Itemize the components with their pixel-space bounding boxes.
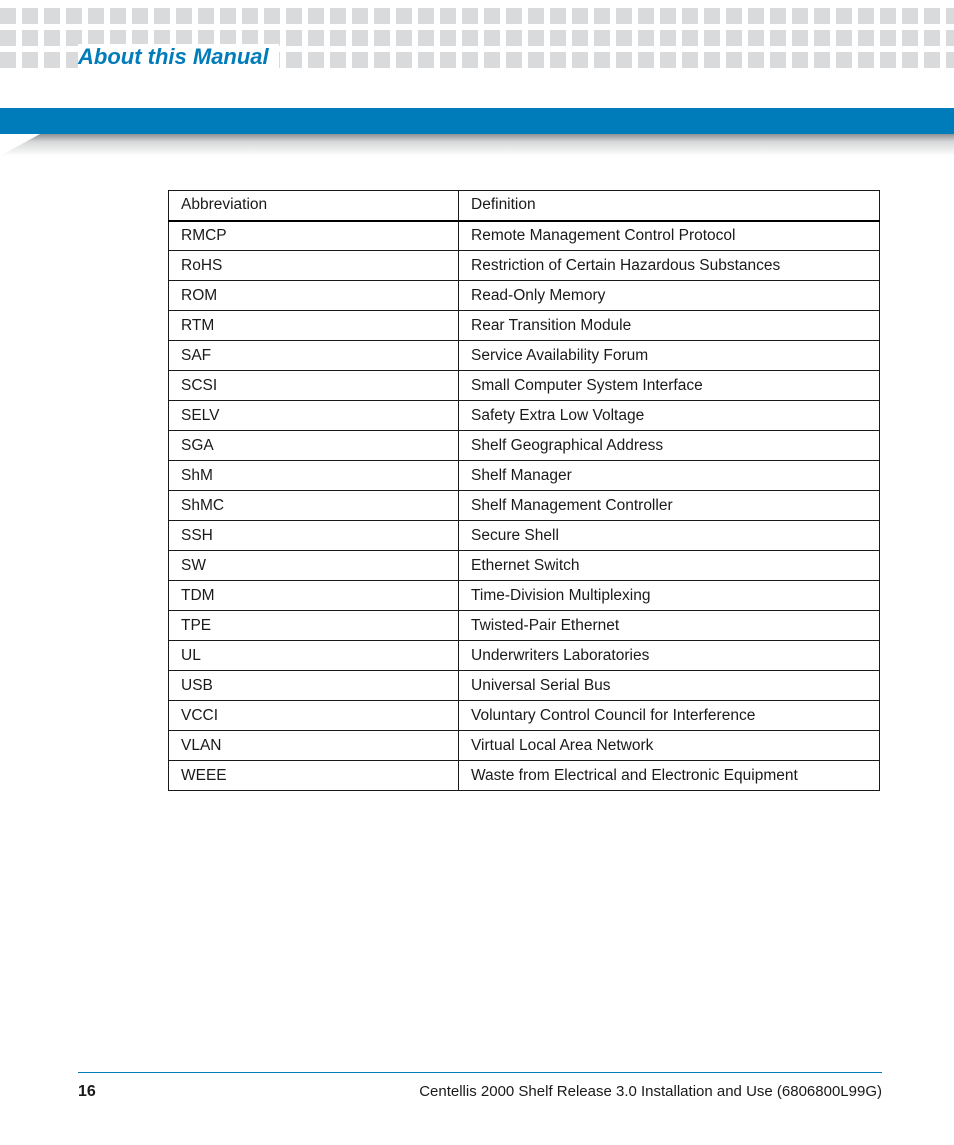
cell-definition: Shelf Manager <box>459 461 880 491</box>
cell-abbreviation: UL <box>169 641 459 671</box>
cell-definition: Shelf Management Controller <box>459 491 880 521</box>
table-row: RoHSRestriction of Certain Hazardous Sub… <box>169 251 880 281</box>
cell-abbreviation: RTM <box>169 311 459 341</box>
cell-definition: Remote Management Control Protocol <box>459 221 880 251</box>
cell-abbreviation: SAF <box>169 341 459 371</box>
table-row: SELVSafety Extra Low Voltage <box>169 401 880 431</box>
cell-definition: Time-Division Multiplexing <box>459 581 880 611</box>
cell-abbreviation: WEEE <box>169 761 459 791</box>
cell-abbreviation: ShMC <box>169 491 459 521</box>
cell-definition: Universal Serial Bus <box>459 671 880 701</box>
cell-abbreviation: VLAN <box>169 731 459 761</box>
table-row: RMCPRemote Management Control Protocol <box>169 221 880 251</box>
cell-definition: Waste from Electrical and Electronic Equ… <box>459 761 880 791</box>
table-row: VCCIVoluntary Control Council for Interf… <box>169 701 880 731</box>
table-row: SWEthernet Switch <box>169 551 880 581</box>
table-row: USBUniversal Serial Bus <box>169 671 880 701</box>
table-header-row: AbbreviationDefinition <box>169 191 880 221</box>
header-blue-bar <box>0 108 954 134</box>
cell-abbreviation: TPE <box>169 611 459 641</box>
cell-definition: Voluntary Control Council for Interferen… <box>459 701 880 731</box>
cell-definition: Service Availability Forum <box>459 341 880 371</box>
table-row: SAFService Availability Forum <box>169 341 880 371</box>
cell-abbreviation: USB <box>169 671 459 701</box>
table-row: WEEEWaste from Electrical and Electronic… <box>169 761 880 791</box>
cell-abbreviation: TDM <box>169 581 459 611</box>
table-row: RTMRear Transition Module <box>169 311 880 341</box>
page-number: 16 <box>78 1083 96 1101</box>
cell-definition: Small Computer System Interface <box>459 371 880 401</box>
col-header-abbreviation: Abbreviation <box>169 191 459 221</box>
header-shadow-bar <box>0 134 954 156</box>
table-row: ShMShelf Manager <box>169 461 880 491</box>
table-row: VLANVirtual Local Area Network <box>169 731 880 761</box>
cell-definition: Ethernet Switch <box>459 551 880 581</box>
cell-abbreviation: ShM <box>169 461 459 491</box>
page-footer: 16 Centellis 2000 Shelf Release 3.0 Inst… <box>78 1072 882 1101</box>
cell-abbreviation: SGA <box>169 431 459 461</box>
page-title: About this Manual <box>78 44 279 70</box>
cell-abbreviation: ROM <box>169 281 459 311</box>
footer-rule <box>78 1072 882 1073</box>
footer-text: Centellis 2000 Shelf Release 3.0 Install… <box>419 1083 882 1100</box>
cell-abbreviation: SSH <box>169 521 459 551</box>
abbreviations-table: AbbreviationDefinitionRMCPRemote Managem… <box>168 190 880 791</box>
cell-definition: Read-Only Memory <box>459 281 880 311</box>
table-row: TPETwisted-Pair Ethernet <box>169 611 880 641</box>
col-header-definition: Definition <box>459 191 880 221</box>
cell-abbreviation: SELV <box>169 401 459 431</box>
cell-definition: Underwriters Laboratories <box>459 641 880 671</box>
cell-abbreviation: SCSI <box>169 371 459 401</box>
table-row: SSHSecure Shell <box>169 521 880 551</box>
cell-definition: Rear Transition Module <box>459 311 880 341</box>
table-row: ShMCShelf Management Controller <box>169 491 880 521</box>
cell-abbreviation: VCCI <box>169 701 459 731</box>
cell-definition: Virtual Local Area Network <box>459 731 880 761</box>
table-row: ROMRead-Only Memory <box>169 281 880 311</box>
cell-definition: Secure Shell <box>459 521 880 551</box>
cell-definition: Shelf Geographical Address <box>459 431 880 461</box>
table-row: ULUnderwriters Laboratories <box>169 641 880 671</box>
cell-definition: Safety Extra Low Voltage <box>459 401 880 431</box>
cell-definition: Restriction of Certain Hazardous Substan… <box>459 251 880 281</box>
header-shadow-wedge <box>0 134 40 156</box>
table-row: SCSISmall Computer System Interface <box>169 371 880 401</box>
table-row: SGAShelf Geographical Address <box>169 431 880 461</box>
cell-abbreviation: RMCP <box>169 221 459 251</box>
cell-abbreviation: RoHS <box>169 251 459 281</box>
cell-definition: Twisted-Pair Ethernet <box>459 611 880 641</box>
content-area: AbbreviationDefinitionRMCPRemote Managem… <box>168 190 880 791</box>
cell-abbreviation: SW <box>169 551 459 581</box>
table-row: TDMTime-Division Multiplexing <box>169 581 880 611</box>
